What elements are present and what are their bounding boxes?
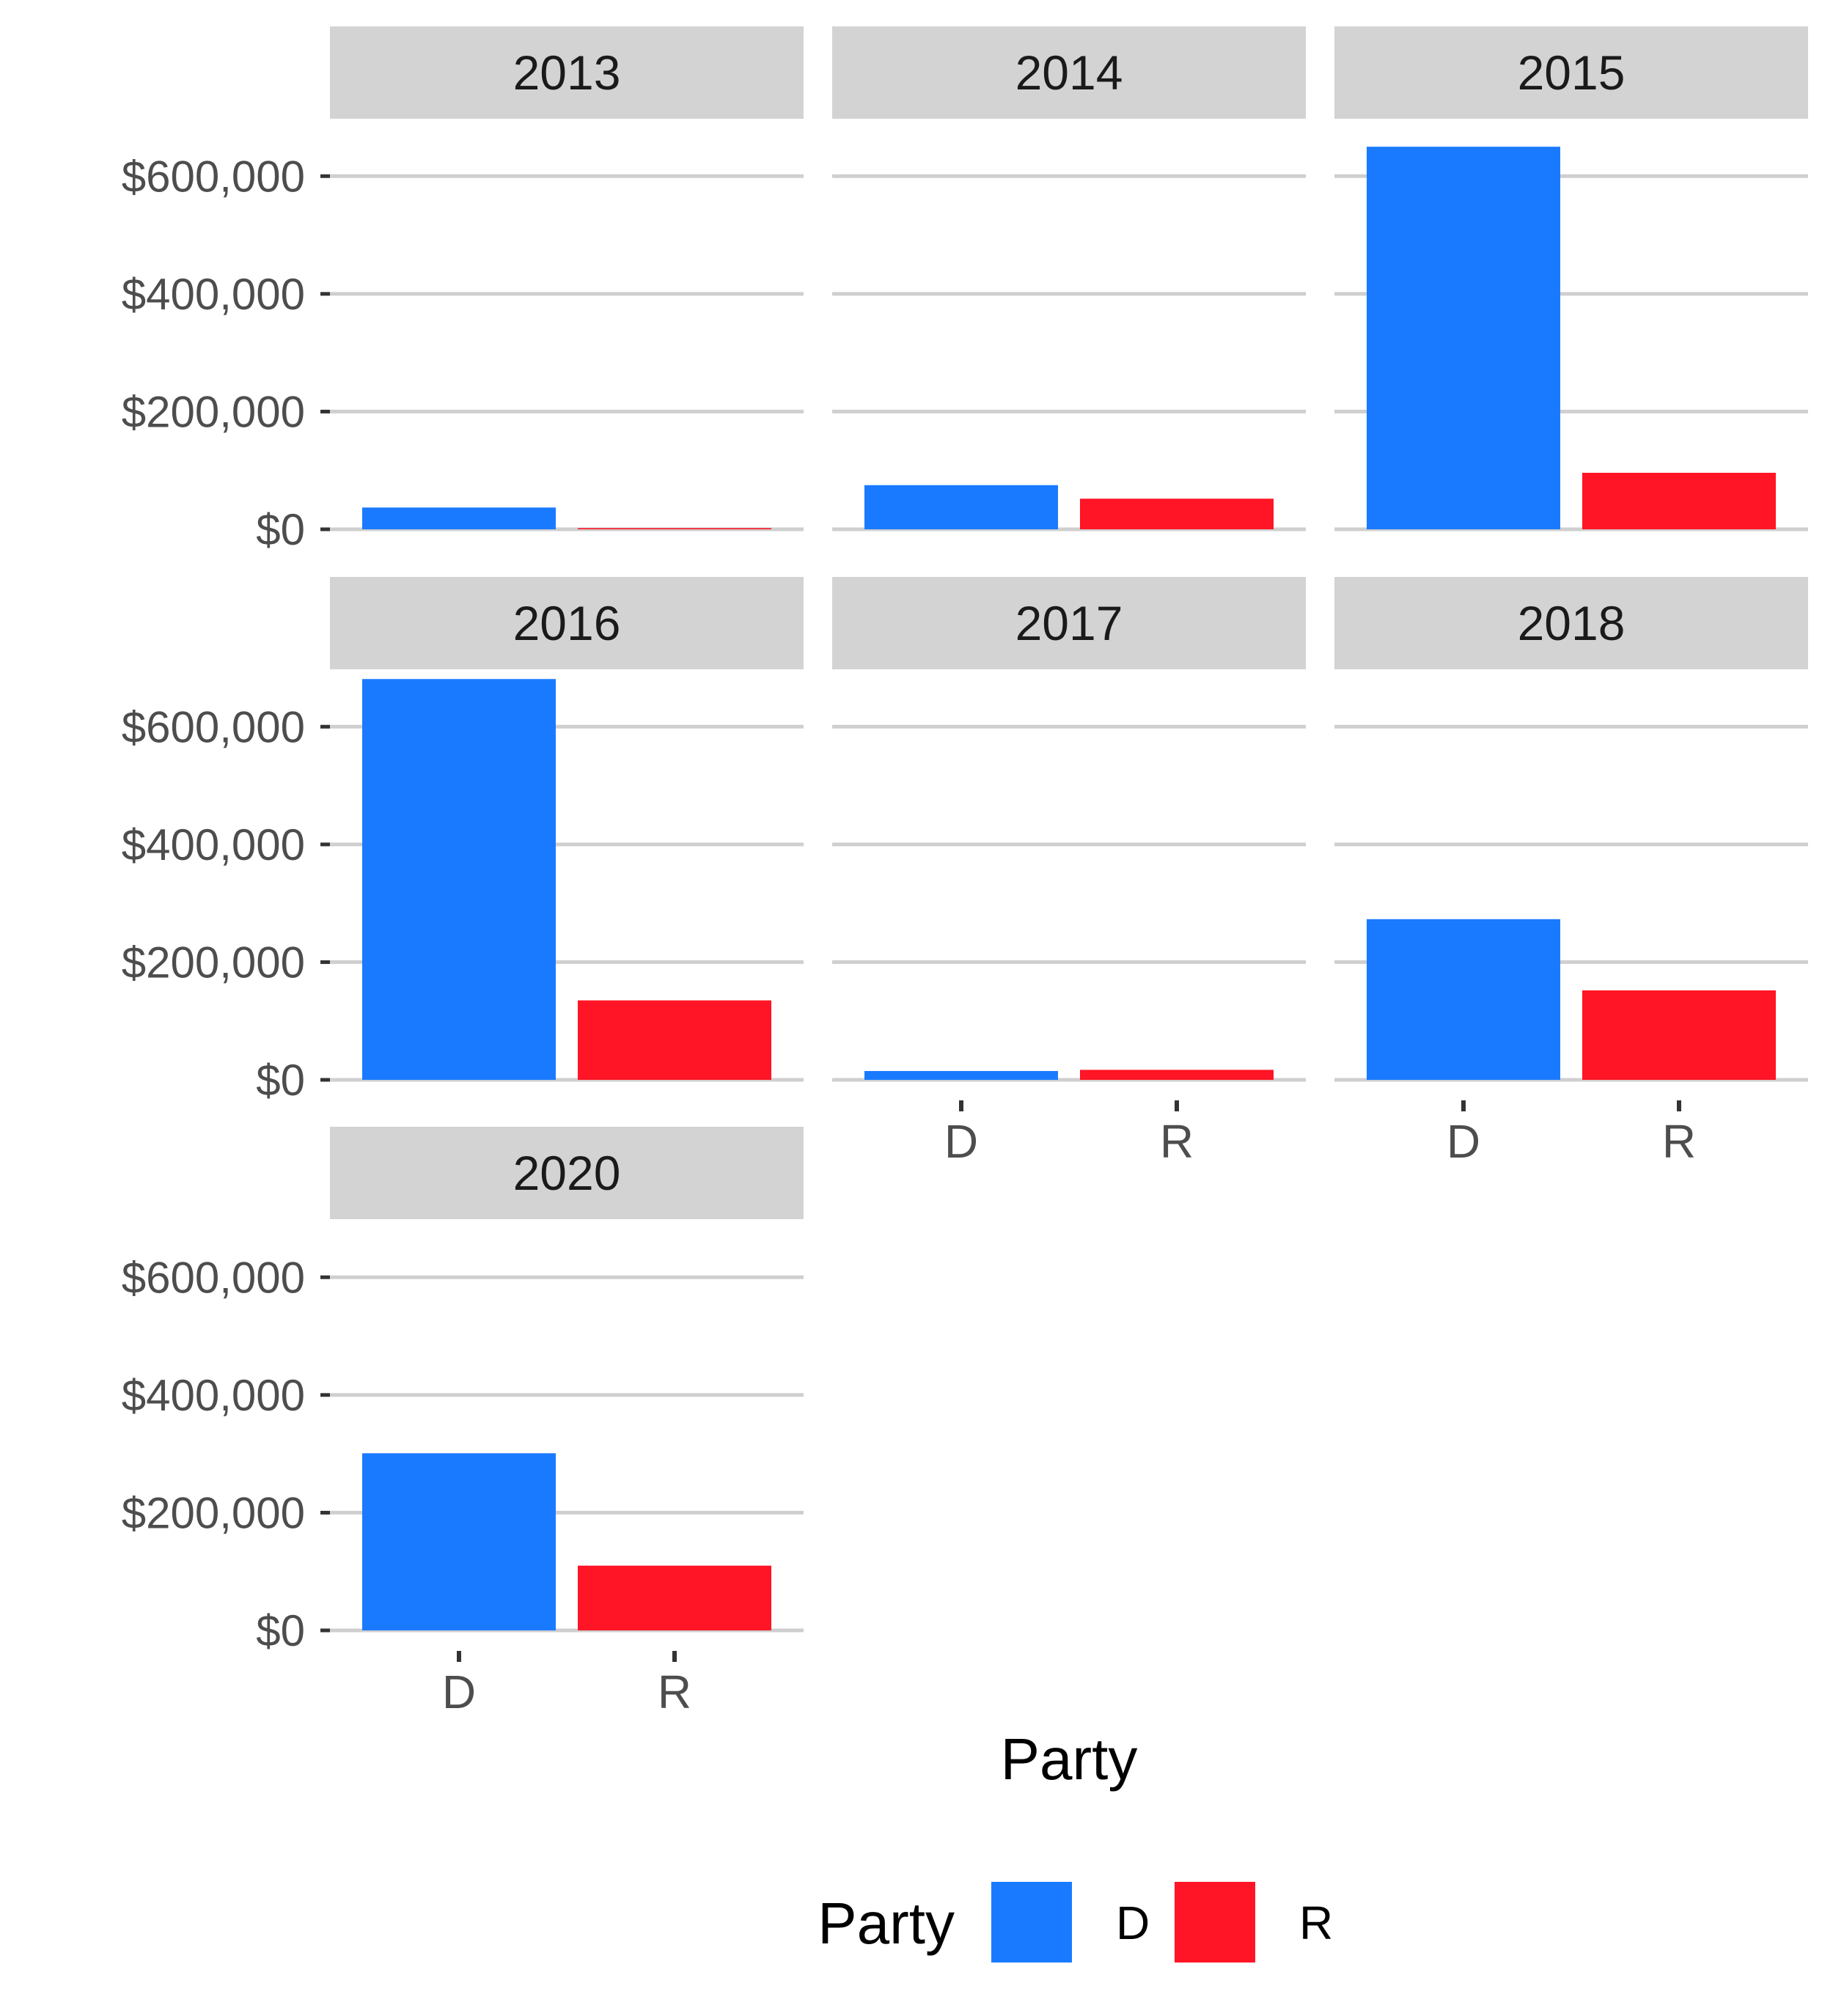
- facet-panel-2017: 2017 D R: [832, 577, 1306, 1168]
- x-axis-tick-label: D: [442, 1666, 476, 1718]
- facet-strip: [832, 26, 1306, 119]
- bar-2014-D: [864, 485, 1058, 529]
- y-axis-tick-label: $0: [256, 505, 305, 554]
- bar-2017-D: [864, 1070, 1058, 1080]
- facet-strip-label: 2016: [513, 596, 621, 650]
- y-axis-tick-label: $400,000: [122, 820, 305, 869]
- bar-2016-D: [362, 679, 556, 1080]
- bar-2018-R: [1582, 990, 1776, 1080]
- bar-2018-D: [1367, 919, 1560, 1080]
- y-axis-tick-label: $0: [256, 1606, 305, 1655]
- facet-panel-2014: 2014: [832, 26, 1306, 531]
- bar-2014-R: [1080, 499, 1274, 529]
- y-axis-tick-label: $0: [256, 1056, 305, 1105]
- bar-2020-R: [578, 1565, 771, 1630]
- bar-2013-D: [362, 507, 556, 529]
- x-axis-tick-label: D: [944, 1115, 978, 1168]
- bar-2017-R: [1080, 1070, 1274, 1080]
- facet-strip-label: 2015: [1518, 45, 1626, 100]
- y-axis-tick-label: $400,000: [122, 270, 305, 319]
- facet-strip-label: 2013: [513, 45, 621, 100]
- bar-2020-D: [362, 1453, 556, 1630]
- facet-panel-2013: 2013 $0 $200,000 $400,000 $600,000: [122, 26, 804, 554]
- facet-strip: [1334, 577, 1808, 669]
- facet-panel-2018: 2018 D R: [1334, 577, 1808, 1168]
- facet-strip-label: 2014: [1015, 45, 1123, 100]
- bar-2015-R: [1582, 472, 1776, 529]
- x-axis-tick-label: R: [1662, 1115, 1696, 1168]
- facet-strip-label: 2017: [1015, 596, 1123, 650]
- facet-strip-label: 2018: [1518, 596, 1626, 650]
- facet-panel-2015: 2015: [1334, 26, 1808, 531]
- x-axis-tick-label: R: [658, 1666, 691, 1718]
- y-axis-tick-label: $600,000: [122, 1253, 305, 1302]
- facet-strip: [832, 577, 1306, 669]
- legend-key-R: [1175, 1882, 1255, 1962]
- y-axis-tick-label: $600,000: [122, 702, 305, 751]
- facet-panel-2020: 2020 $0 $200,000 $400,000 $600,000 D R: [122, 1127, 804, 1718]
- facet-strip: [330, 26, 804, 119]
- y-axis-tick-label: $200,000: [122, 938, 305, 987]
- y-axis-tick-label: $200,000: [122, 387, 305, 436]
- bar-2015-D: [1367, 147, 1560, 530]
- facet-strip-label: 2020: [513, 1146, 621, 1200]
- y-axis-tick-label: $400,000: [122, 1371, 305, 1420]
- facet-panel-2016: 2016 $0 $200,000 $400,000 $600,000: [122, 577, 804, 1105]
- legend: Party D R: [818, 1882, 1333, 1962]
- facet-strip: [1334, 26, 1808, 119]
- y-axis-tick-label: $600,000: [122, 152, 305, 201]
- legend-label-R: R: [1299, 1897, 1333, 1949]
- bar-2013-R: [578, 528, 771, 529]
- x-axis-tick-label: R: [1160, 1115, 1194, 1168]
- facet-strip: [330, 1127, 804, 1219]
- x-axis-tick-label: D: [1447, 1115, 1480, 1168]
- bar-2016-R: [578, 1000, 771, 1080]
- facets: 2013 $0 $200,000 $400,000 $600,000 2014 2015 20…: [122, 26, 1808, 1718]
- legend-key-D: [991, 1882, 1072, 1962]
- legend-label-D: D: [1116, 1897, 1150, 1949]
- facet-strip: [330, 577, 804, 669]
- y-axis-tick-label: $200,000: [122, 1488, 305, 1537]
- legend-title: Party: [818, 1891, 955, 1956]
- x-axis-title: Party: [1001, 1726, 1138, 1792]
